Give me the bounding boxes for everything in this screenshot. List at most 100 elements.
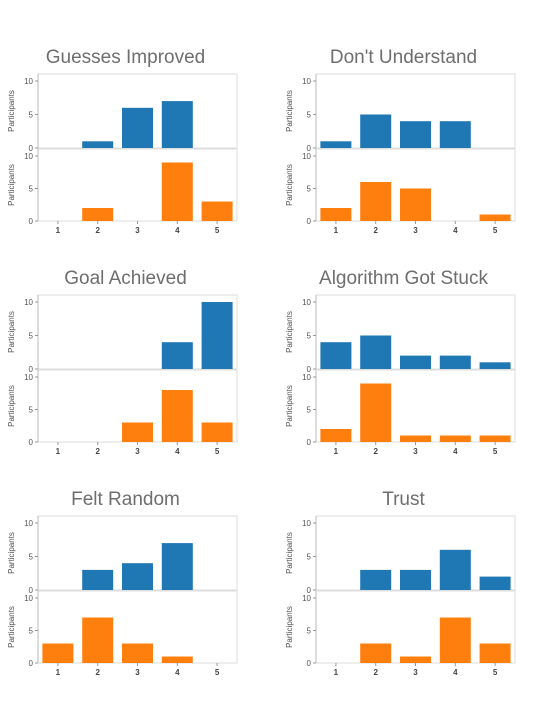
bar — [400, 188, 431, 221]
bar — [201, 201, 233, 221]
y-tick-label: 10 — [302, 373, 311, 382]
y-tick-label: 0 — [29, 365, 34, 374]
y-tick-label: 0 — [307, 659, 312, 668]
bar — [360, 569, 392, 590]
y-tick-label: 5 — [307, 406, 312, 415]
x-tick-label: 1 — [56, 447, 61, 456]
bar — [400, 656, 431, 663]
bar — [400, 121, 431, 148]
x-tick-label: 3 — [135, 668, 140, 677]
y-tick-label: 0 — [307, 144, 312, 153]
bar — [320, 342, 352, 369]
bar — [122, 563, 153, 590]
bar — [479, 214, 511, 221]
y-tick-label: 10 — [302, 77, 311, 86]
y-axis-label: Participants — [7, 532, 16, 574]
bar — [122, 107, 153, 148]
bar — [360, 643, 392, 663]
x-tick-label: 1 — [334, 226, 339, 235]
bar — [479, 576, 511, 590]
x-tick-label: 5 — [215, 447, 220, 456]
bar — [320, 208, 352, 221]
chart-panel: Guesses Improved 0 5 10 Participants 0 5 10 Part… — [7, 47, 238, 235]
y-tick-label: 0 — [29, 659, 34, 668]
y-tick-label: 10 — [302, 594, 311, 603]
bar — [479, 435, 511, 442]
x-tick-label: 4 — [175, 668, 180, 677]
y-tick-label: 0 — [29, 144, 34, 153]
chart-panel: Felt Random 0 5 10 Participants 0 5 10 Participa… — [7, 489, 238, 677]
x-tick-label: 3 — [413, 668, 418, 677]
bar — [479, 362, 511, 369]
chart-title: Trust — [382, 489, 425, 510]
x-tick-label: 3 — [135, 447, 140, 456]
y-tick-label: 5 — [307, 111, 312, 120]
y-tick-label: 10 — [24, 594, 33, 603]
bar — [161, 543, 193, 590]
bar — [82, 569, 114, 590]
bar — [161, 342, 193, 369]
y-tick-label: 10 — [302, 152, 311, 161]
x-tick-label: 3 — [413, 447, 418, 456]
y-tick-label: 0 — [307, 217, 312, 226]
y-axis-label: Participants — [7, 311, 16, 353]
x-tick-label: 5 — [493, 668, 498, 677]
y-tick-label: 10 — [24, 298, 33, 307]
bar — [122, 643, 153, 663]
bar — [82, 617, 114, 663]
bar — [439, 355, 471, 369]
y-tick-label: 10 — [302, 298, 311, 307]
y-tick-label: 10 — [24, 152, 33, 161]
bar — [439, 549, 471, 590]
x-tick-label: 4 — [175, 447, 180, 456]
bar — [161, 390, 193, 442]
chart-panel: Goal Achieved 0 5 10 Participants 0 5 10 Partici… — [7, 268, 238, 456]
y-axis-label: Participants — [7, 606, 16, 648]
y-tick-label: 10 — [24, 77, 33, 86]
x-tick-label: 1 — [334, 447, 339, 456]
y-tick-label: 0 — [307, 365, 312, 374]
x-tick-label: 5 — [493, 447, 498, 456]
chart-title: Felt Random — [71, 489, 180, 510]
bar — [400, 569, 431, 590]
bar — [360, 335, 392, 369]
bar — [400, 435, 431, 442]
bar — [360, 182, 392, 221]
x-tick-label: 1 — [56, 226, 61, 235]
y-axis-label: Participants — [285, 90, 294, 132]
x-tick-label: 5 — [493, 226, 498, 235]
x-tick-label: 4 — [453, 447, 458, 456]
x-tick-label: 5 — [215, 226, 220, 235]
y-tick-label: 0 — [29, 586, 34, 595]
bar — [320, 141, 352, 148]
bar — [42, 643, 74, 663]
x-tick-label: 3 — [135, 226, 140, 235]
chart-panel: Don't Understand 0 5 10 Participants 0 5 10 Part… — [285, 47, 516, 235]
y-tick-label: 0 — [29, 217, 34, 226]
y-tick-label: 5 — [29, 332, 34, 341]
chart-title: Goal Achieved — [64, 268, 187, 289]
y-tick-label: 10 — [24, 519, 33, 528]
y-tick-label: 10 — [302, 519, 311, 528]
chart-panel: Trust 0 5 10 Participants 0 5 10 Participants 1 2 3… — [285, 489, 516, 677]
y-tick-label: 5 — [29, 185, 34, 194]
x-tick-label: 4 — [453, 668, 458, 677]
bar — [161, 656, 193, 663]
y-axis-label: Participants — [7, 164, 16, 206]
x-tick-label: 2 — [95, 668, 100, 677]
x-tick-label: 4 — [175, 226, 180, 235]
x-tick-label: 4 — [453, 226, 458, 235]
y-tick-label: 5 — [307, 332, 312, 341]
y-axis-label: Participants — [285, 532, 294, 574]
chart-title: Guesses Improved — [46, 47, 205, 68]
bar — [201, 422, 233, 442]
x-tick-label: 1 — [56, 668, 61, 677]
bar — [439, 121, 471, 148]
x-tick-label: 3 — [413, 226, 418, 235]
y-tick-label: 5 — [307, 185, 312, 194]
bar — [122, 422, 153, 442]
bar — [320, 429, 352, 442]
y-tick-label: 5 — [29, 627, 34, 636]
y-tick-label: 0 — [29, 438, 34, 447]
